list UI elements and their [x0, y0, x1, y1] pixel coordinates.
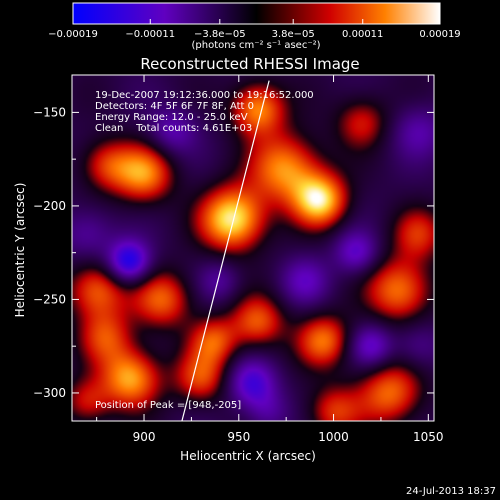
x-tick-label: 1000 — [318, 430, 349, 444]
colorbar-units: (photons cm⁻² s⁻¹ asec⁻²) — [191, 40, 320, 51]
y-axis-label: Heliocentric Y (arcsec) — [13, 183, 27, 318]
x-tick-label: 900 — [133, 430, 156, 444]
colorbar-tick-label: −3.8e−05 — [194, 29, 246, 40]
limb-line — [181, 80, 270, 421]
colorbar — [72, 2, 441, 25]
colorbar-tick-label: 3.8e−05 — [272, 29, 315, 40]
y-tick-label: −200 — [33, 199, 66, 213]
x-axis-label: Heliocentric X (arcsec) — [180, 449, 316, 463]
peak-position-label: Position of Peak = [948,-205] — [95, 400, 241, 411]
axis-ticks: 900 950 1000 1050 −150 −200 −250 −300 — [33, 75, 444, 444]
x-tick-label: 950 — [227, 430, 250, 444]
colorbar-tick-label: −0.00019 — [48, 29, 98, 40]
colorbar-tick-label: 0.00019 — [419, 29, 460, 40]
annotation-energy-range: Energy Range: 12.0 - 25.0 keV — [95, 112, 248, 123]
plot-frame — [71, 74, 435, 422]
x-tick-label: 1050 — [413, 430, 444, 444]
heatmap-image — [72, 75, 434, 421]
annotation-time-range: 19-Dec-2007 19:12:36.000 to 19:16:52.000 — [95, 90, 314, 101]
annotation-total-counts: Clean Total counts: 4.61E+03 — [95, 123, 252, 134]
annotation-detectors: Detectors: 4F 5F 6F 7F 8F, Att 0 — [95, 101, 254, 112]
chart-title: Reconstructed RHESSI Image — [140, 55, 359, 73]
generated-timestamp: 24-Jul-2013 18:37 — [406, 486, 496, 497]
colorbar-ticks: −0.00019 −0.00011 −3.8e−05 3.8e−05 0.00011 0.… — [48, 19, 461, 40]
y-tick-label: −250 — [33, 292, 66, 306]
y-tick-label: −300 — [33, 386, 66, 400]
y-tick-label: −150 — [33, 105, 66, 119]
colorbar-tick-label: −0.00011 — [125, 29, 175, 40]
colorbar-tick-label: 0.00011 — [342, 29, 383, 40]
